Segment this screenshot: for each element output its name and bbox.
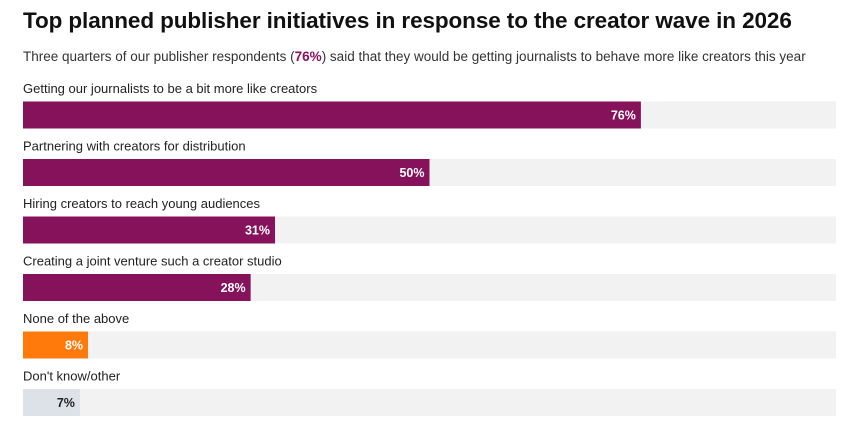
bar-row: Partnering with creators for distributio… <box>23 139 836 186</box>
value-label: 76% <box>611 109 636 123</box>
value-label: 50% <box>399 166 424 180</box>
bar-row: None of the above 8% <box>23 311 836 359</box>
bar-row: Hiring creators to reach young audiences… <box>23 196 836 244</box>
subtitle-after: ) said that they would be getting journa… <box>321 49 806 64</box>
bar-row: Don't know/other 7% <box>23 369 836 416</box>
bar-row: Creating a joint venture such a creator … <box>23 254 836 301</box>
category-label: None of the above <box>23 311 129 326</box>
category-label: Partnering with creators for distributio… <box>23 139 246 154</box>
category-label: Getting our journalists to be a bit more… <box>23 81 318 96</box>
bar <box>23 101 641 129</box>
bar-track <box>23 331 836 359</box>
bar <box>23 389 80 416</box>
value-label: 7% <box>57 396 75 410</box>
bar <box>23 216 276 244</box>
category-label: Hiring creators to reach young audiences <box>23 196 261 211</box>
value-label: 31% <box>245 224 270 238</box>
subtitle-before: Three quarters of our publisher responde… <box>23 49 295 64</box>
chart-subtitle: Three quarters of our publisher responde… <box>23 49 806 64</box>
value-label: 8% <box>65 339 83 353</box>
chart-title: Top planned publisher initiatives in res… <box>23 8 792 33</box>
bar <box>23 159 430 186</box>
bar <box>23 331 89 359</box>
category-label: Don't know/other <box>23 369 121 384</box>
bar-row: Getting our journalists to be a bit more… <box>23 81 836 129</box>
bar <box>23 274 251 301</box>
value-label: 28% <box>221 281 246 295</box>
bar-track <box>23 389 836 416</box>
subtitle-highlight: 76% <box>294 49 322 64</box>
category-label: Creating a joint venture such a creator … <box>23 254 282 269</box>
